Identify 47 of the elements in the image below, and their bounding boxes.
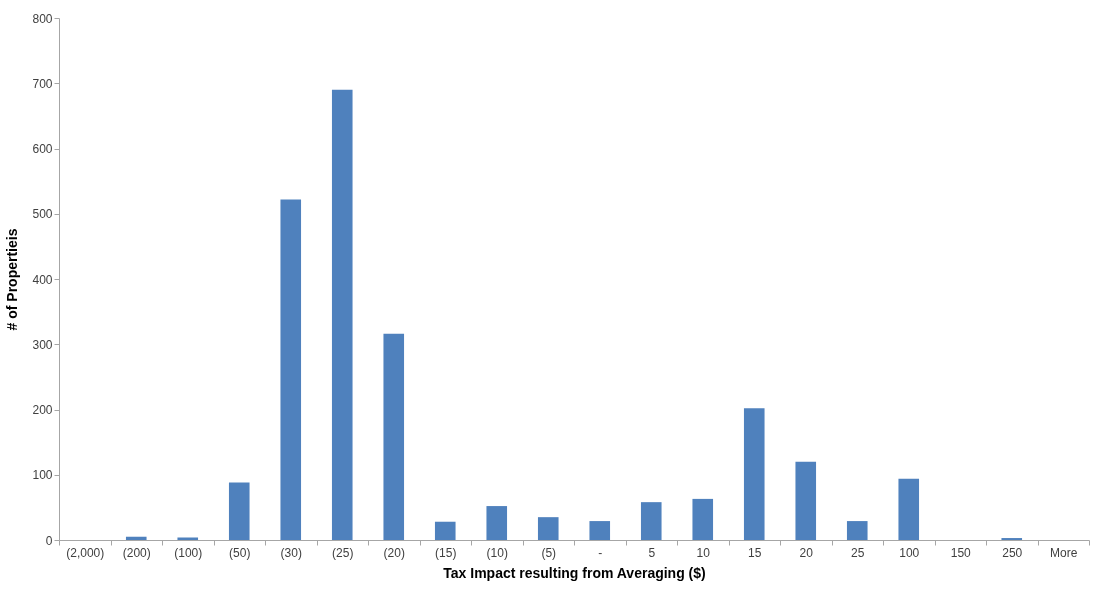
bar — [331, 89, 353, 540]
bar — [692, 498, 714, 540]
x-tick-label: (100) — [174, 545, 203, 560]
y-tick-label: 200 — [32, 403, 53, 417]
bar — [228, 482, 250, 540]
x-tick-label: (10) — [486, 545, 508, 560]
y-tick-label: 500 — [32, 207, 53, 222]
bar — [640, 502, 662, 540]
bar — [743, 408, 765, 540]
x-tick-label: 5 — [648, 545, 656, 560]
bar — [486, 506, 508, 540]
x-tick-label: (200) — [122, 545, 151, 560]
x-tick-label: 20 — [799, 545, 814, 560]
x-tick-label: (30) — [280, 545, 302, 560]
bar — [898, 478, 920, 540]
y-tick-label: 400 — [32, 272, 53, 287]
x-tick-label: More — [1050, 545, 1078, 560]
bar — [280, 199, 302, 540]
x-tick-label: (50) — [229, 545, 251, 560]
bar — [537, 517, 559, 540]
x-tick-label: 15 — [748, 545, 762, 560]
x-tick-label: (5) — [541, 545, 557, 560]
y-tick-label: 300 — [32, 337, 53, 352]
y-tick-label: 600 — [32, 142, 53, 156]
y-axis-title: # of Propertieis — [4, 228, 21, 331]
x-tick-label: (2,000) — [66, 545, 105, 560]
x-tick-label: (15) — [435, 545, 457, 560]
y-tick-label: 800 — [32, 11, 53, 26]
y-tick-label: 700 — [32, 76, 53, 91]
x-tick-label: (20) — [383, 545, 405, 560]
x-tick-label: 10 — [696, 545, 711, 560]
x-axis-title: Tax Impact resulting from Averaging ($) — [443, 564, 706, 581]
bar — [383, 333, 405, 540]
bar — [846, 521, 868, 540]
x-tick-label: 150 — [950, 545, 972, 560]
x-tick-label: 250 — [1002, 545, 1023, 560]
x-tick-label: 25 — [851, 545, 865, 560]
bar — [795, 461, 817, 540]
x-tick-label: 100 — [899, 545, 920, 560]
y-tick-label: 0 — [45, 533, 53, 548]
bar — [177, 537, 199, 540]
bar — [125, 536, 147, 540]
bar — [589, 521, 611, 540]
x-tick-label: - — [598, 545, 603, 560]
y-tick-label: 100 — [32, 468, 53, 483]
bar — [434, 521, 456, 540]
x-tick-label: (25) — [332, 545, 354, 560]
